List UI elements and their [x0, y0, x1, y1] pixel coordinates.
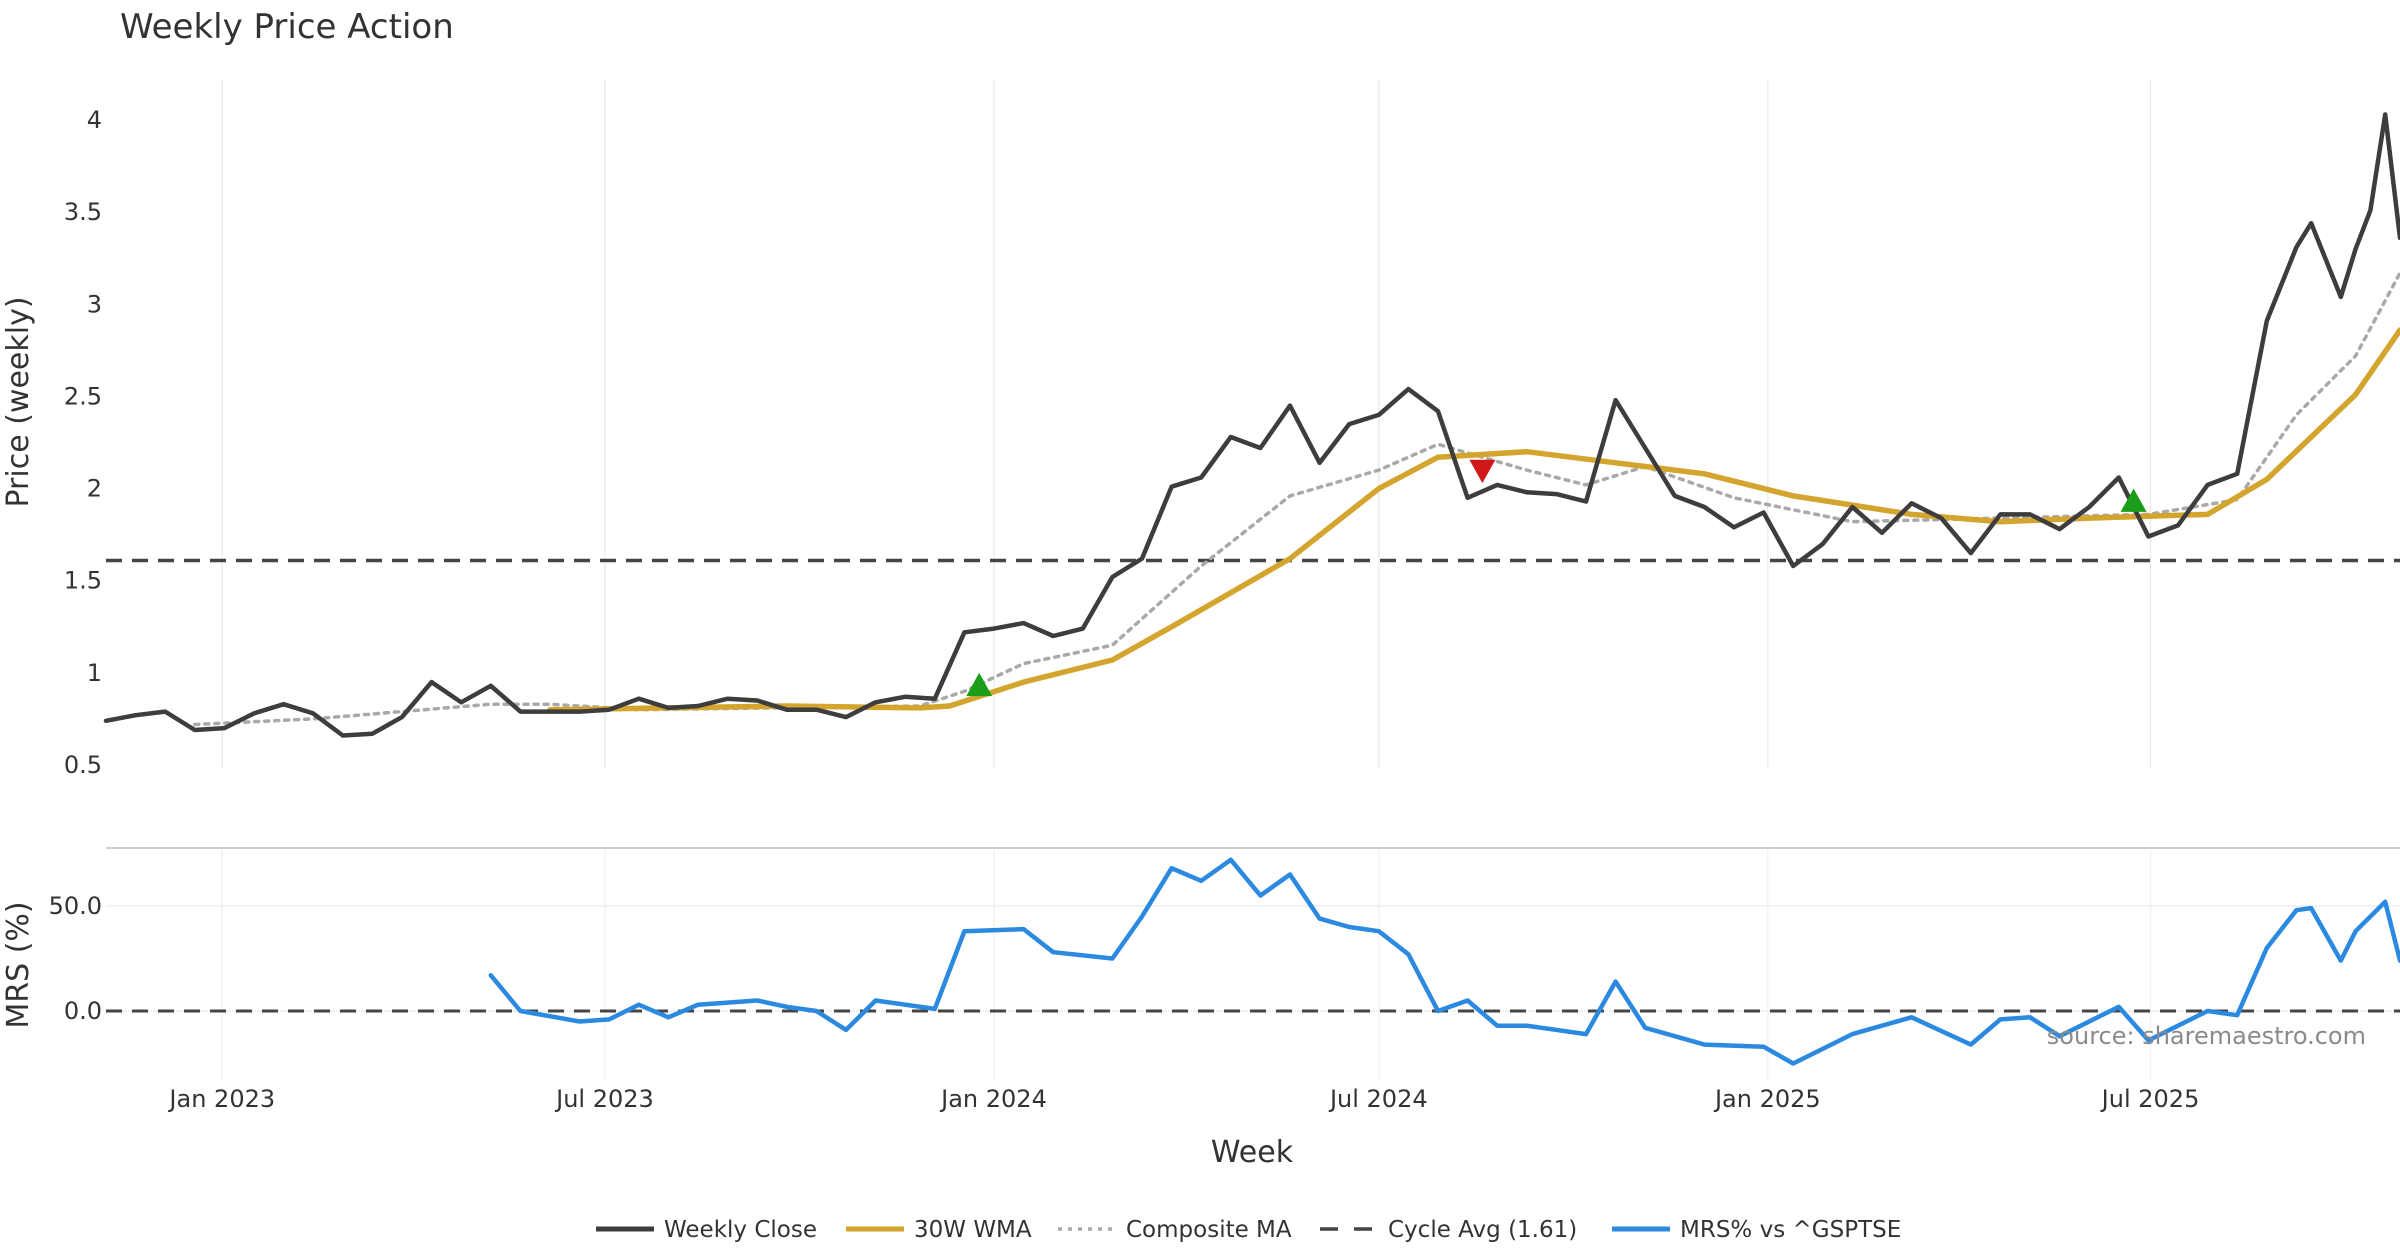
series-30w-wma [547, 327, 2400, 713]
price-y-tick-label: 3.5 [64, 198, 102, 226]
mrs-y-tick-label: 50.0 [49, 892, 102, 920]
price-axis-title: Price (weekly) [1, 296, 36, 507]
series-lines [103, 112, 2400, 1066]
price-y-tick-label: 4 [87, 106, 102, 134]
price-y-tick-label: 1.5 [64, 567, 102, 595]
x-tick-label: Jul 2025 [2100, 1085, 2200, 1113]
x-tick-label: Jan 2024 [939, 1085, 1047, 1113]
mrs-axis-title: MRS (%) [1, 901, 36, 1028]
legend-label: Cycle Avg (1.61) [1388, 1217, 1577, 1243]
legend-item-cycle-avg-1-61: Cycle Avg (1.61) [1320, 1217, 1577, 1243]
legend-item-mrs-vs-gsptse: MRS% vs ^GSPTSE [1612, 1217, 1901, 1243]
buy-signal-marker [966, 672, 993, 697]
price-y-tick-label: 2 [87, 475, 102, 503]
mrs-y-tick-label: 0.0 [64, 997, 102, 1025]
legend-label: Composite MA [1126, 1217, 1292, 1243]
signal-markers [966, 459, 2147, 697]
price-y-tick-label: 0.5 [64, 751, 102, 779]
buy-signal-marker [2120, 488, 2147, 512]
x-tick-label: Jul 2023 [554, 1085, 654, 1113]
legend-item-weekly-close: Weekly Close [596, 1217, 817, 1243]
legend-label: 30W WMA [914, 1217, 1032, 1243]
x-tick-label: Jan 2025 [1713, 1085, 1821, 1113]
legend-label: MRS% vs ^GSPTSE [1680, 1217, 1901, 1243]
price-y-tick-label: 2.5 [64, 382, 102, 410]
legend: Weekly Close 30W WMA Composite MA Cycle Avg… [596, 1217, 1901, 1243]
x-axis-title: Week [1211, 1135, 1294, 1170]
price-y-tick-label: 1 [87, 659, 102, 687]
chart-title: Weekly Price Action [120, 7, 454, 47]
price-y-tick-label: 3 [87, 290, 102, 318]
series-weekly-close [103, 112, 2400, 738]
x-tick-label: Jul 2024 [1328, 1085, 1428, 1113]
legend-label: Weekly Close [664, 1217, 817, 1243]
legend-item-30w-wma: 30W WMA [846, 1217, 1032, 1243]
series-mrs-vs-gsptse [488, 857, 2400, 1066]
series-composite-ma [193, 271, 2400, 727]
reference-lines [106, 558, 2400, 1013]
x-tick-label: Jan 2023 [167, 1085, 275, 1113]
sell-signal-marker [1469, 459, 1496, 484]
source-note: source: sharemaestro.com [2047, 1022, 2366, 1050]
legend-item-composite-ma: Composite MA [1058, 1217, 1292, 1243]
axis-labels: Jan 2023 Jul 2023 Jan 2024 Jul 2024 Jan 2025… [49, 106, 2200, 1113]
